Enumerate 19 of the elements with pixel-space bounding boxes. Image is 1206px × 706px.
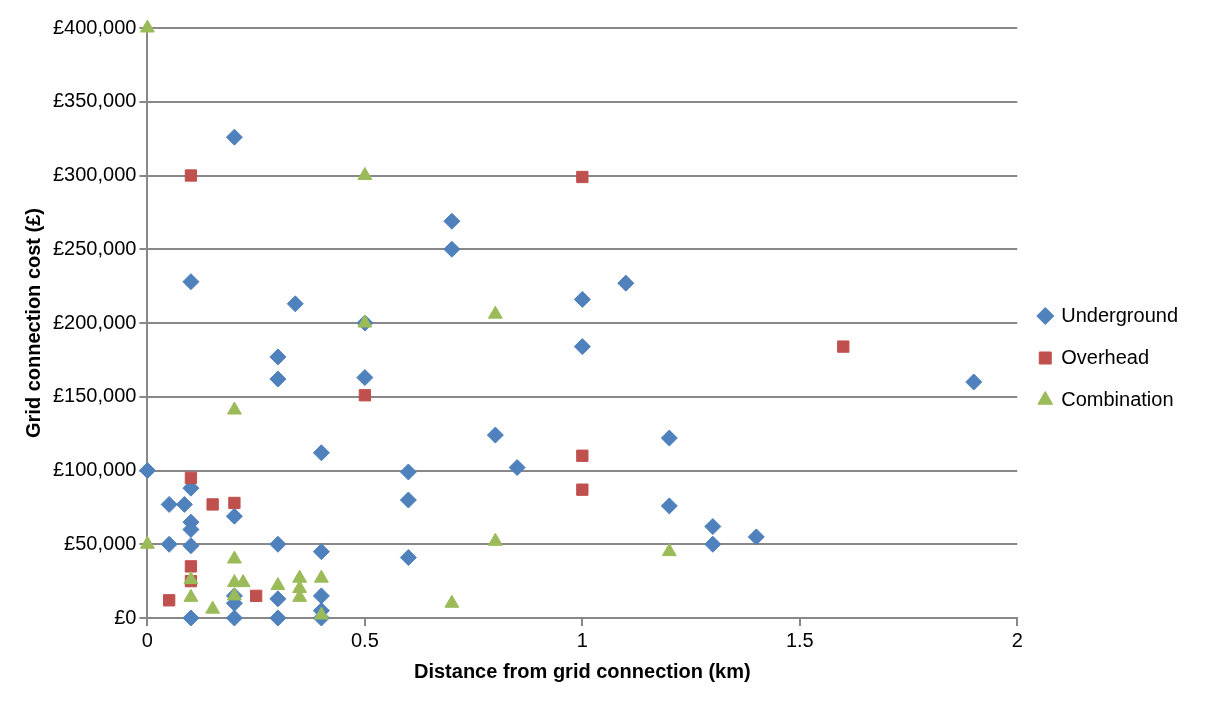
legend-label: Underground: [1061, 303, 1178, 326]
y-tick-label: £300,000: [53, 163, 137, 186]
x-axis-title: Distance from grid connection (km): [413, 659, 751, 682]
y-tick-label: £100,000: [53, 458, 137, 481]
y-tick-label: £250,000: [53, 236, 137, 259]
y-tick-label: £150,000: [53, 384, 137, 407]
y-tick-label: £0: [114, 605, 137, 628]
y-tick-label: £350,000: [53, 89, 137, 112]
legend-label: Overhead: [1061, 345, 1150, 368]
x-tick-label: 2: [1011, 628, 1023, 651]
y-tick-label: £200,000: [53, 310, 137, 333]
y-axis-title: Grid connection cost (£): [21, 207, 44, 439]
y-tick-label: £50,000: [64, 531, 137, 554]
x-tick-label: 0.5: [350, 628, 379, 651]
y-tick-label: £400,000: [53, 15, 137, 38]
legend-label: Combination: [1061, 387, 1174, 410]
x-tick-label: 1.5: [785, 628, 814, 651]
x-tick-label: 0: [141, 628, 153, 651]
x-tick-label: 1: [576, 628, 588, 651]
